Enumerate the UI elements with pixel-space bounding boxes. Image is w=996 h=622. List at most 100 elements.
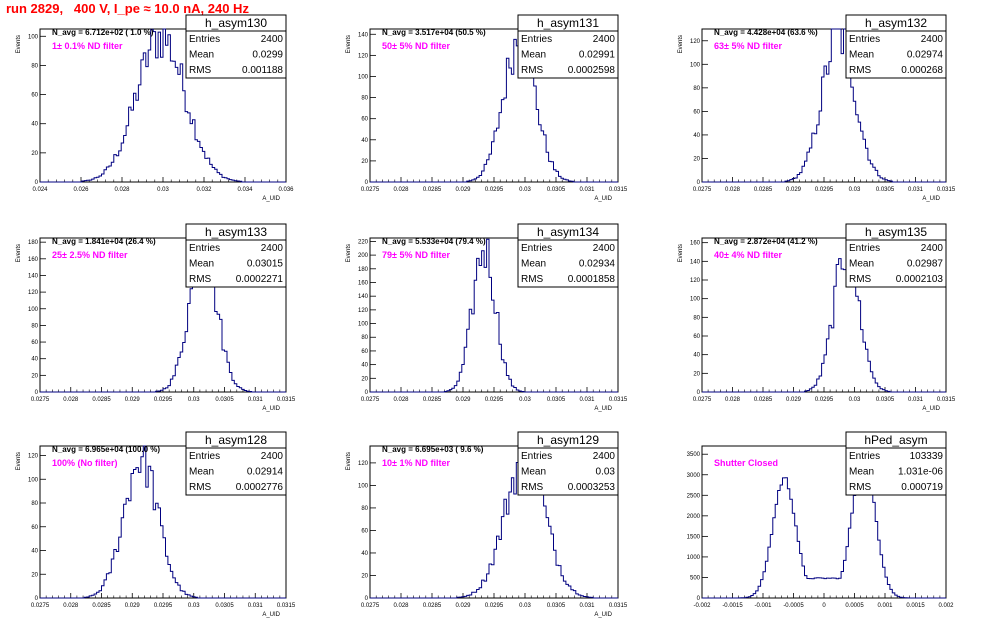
y-tick-label: 40 (31, 549, 38, 555)
y-tick-label: 0 (697, 390, 701, 396)
y-tick-label: 20 (31, 373, 38, 379)
y-tick-label: 60 (693, 109, 700, 115)
stats-key: Entries (521, 34, 552, 45)
histogram-line (40, 261, 286, 393)
stats-value: 2400 (921, 243, 944, 254)
x-tick-label: 0.028 (725, 187, 741, 193)
x-tick-label: 0.0295 (815, 187, 834, 193)
histogram-panel: 0.024 0.026 0.028 0.03 0.032 0.034 0.036 0 20 40 6… (16, 14, 294, 202)
stats-value: 2400 (593, 451, 616, 462)
x-tick-label: -0.0005 (783, 603, 804, 609)
y-tick-label: 80 (361, 506, 368, 512)
x-tick-label: -0.002 (693, 603, 711, 609)
y-tick-label: 160 (28, 257, 39, 263)
stats-key: RMS (189, 274, 212, 285)
x-tick-label: 0.03 (519, 397, 531, 403)
stats-value: 0.0299 (252, 50, 283, 61)
histogram-line (40, 28, 286, 183)
x-tick-label: 0.028 (393, 397, 409, 403)
stats-box (185, 447, 287, 496)
y-tick-label: 60 (361, 117, 368, 123)
x-tick-label: 0.028 (725, 397, 741, 403)
y-axis-label: Events (16, 452, 22, 470)
stats-key: Entries (521, 451, 552, 462)
y-tick-label: 140 (690, 259, 701, 265)
histogram-line (702, 258, 946, 393)
x-tick-label: 0.0305 (547, 397, 566, 403)
y-tick-label: 120 (358, 461, 369, 467)
y-tick-label: 120 (28, 290, 39, 296)
stats-box (845, 30, 947, 79)
stats-value: 0.0002103 (896, 274, 944, 285)
y-tick-label: 60 (693, 334, 700, 340)
x-tick-label: 0.032 (196, 187, 212, 193)
x-tick-label: 0.0285 (92, 603, 111, 609)
y-tick-label: 0 (35, 596, 39, 602)
filter-annotation: 79± 5% ND filter (382, 250, 450, 260)
y-tick-label: 120 (28, 454, 39, 460)
histogram-line (702, 455, 946, 599)
stats-value: 0.02987 (907, 259, 944, 270)
stats-key: Entries (849, 34, 880, 45)
stats-key: Mean (189, 259, 214, 270)
y-axis-label: Events (346, 244, 352, 262)
x-axis-label: A_UID (594, 406, 612, 412)
histogram-name: h_asym130 (205, 16, 267, 30)
y-tick-label: 0 (697, 596, 701, 602)
navg-label: N_avg = 5.533e+04 (79.4 %) (382, 237, 486, 246)
x-axis-label: A_UID (594, 196, 612, 202)
x-tick-label: 0.0295 (485, 397, 504, 403)
histogram-panel: 0.0275 0.028 0.0285 0.029 0.0295 0.03 0.0305 0.… (678, 223, 956, 412)
y-tick-label: 100 (358, 74, 369, 80)
stats-key: Entries (189, 34, 220, 45)
navg-label: N_avg = 6.695e+03 ( 9.6 %) (382, 445, 484, 454)
y-tick-label: 0 (365, 180, 369, 186)
y-tick-label: 140 (28, 273, 39, 279)
y-tick-label: 0 (697, 180, 701, 186)
x-tick-label: 0.0285 (423, 603, 442, 609)
x-tick-label: 0.03 (519, 187, 531, 193)
y-tick-label: 80 (361, 335, 368, 341)
stats-key: Mean (849, 50, 874, 61)
histogram-panel: 0.0275 0.028 0.0285 0.029 0.0295 0.03 0.0305 0.… (346, 223, 628, 412)
histogram-name: h_asym131 (537, 16, 599, 30)
x-tick-label: 0.03 (519, 603, 531, 609)
y-tick-label: 0 (365, 596, 369, 602)
x-tick-label: 0.029 (786, 187, 802, 193)
y-tick-label: 20 (693, 371, 700, 377)
filter-annotation: 25± 2.5% ND filter (52, 250, 128, 260)
x-tick-label: 0 (822, 603, 826, 609)
stats-key: RMS (849, 65, 872, 76)
x-tick-label: 0.0295 (154, 603, 173, 609)
y-tick-label: 500 (690, 575, 701, 581)
stats-key: RMS (189, 482, 212, 493)
x-tick-label: 0.0275 (31, 397, 50, 403)
x-axis-label: A_UID (594, 612, 612, 618)
navg-label: N_avg = 3.517e+04 (50.5 %) (382, 28, 486, 37)
histogram-name: h_asym132 (865, 16, 927, 30)
y-tick-label: 140 (358, 294, 369, 300)
x-tick-label: 0.0295 (154, 397, 173, 403)
histogram-line (370, 38, 618, 183)
stats-key: Mean (521, 259, 546, 270)
stats-box (185, 239, 287, 288)
stats-value: 0.0002598 (568, 65, 616, 76)
x-axis-label: A_UID (922, 196, 940, 202)
histogram-panel: -0.002 -0.0015 -0.001 -0.0005 0 0.0005 0.001 0.… (687, 431, 954, 609)
stats-value: 0.001188 (242, 65, 283, 76)
y-tick-label: 60 (31, 525, 38, 531)
stats-value: 0.02934 (579, 259, 616, 270)
x-tick-label: 0.031 (579, 603, 595, 609)
histogram-panel: 0.0275 0.028 0.0285 0.029 0.0295 0.03 0.0305 0.… (16, 223, 296, 412)
stats-value: 0.000719 (901, 482, 943, 493)
stats-value: 0.02914 (247, 467, 284, 478)
x-tick-label: 0.029 (455, 187, 471, 193)
x-tick-label: 0.029 (786, 397, 802, 403)
x-tick-label: 0.002 (938, 603, 954, 609)
y-tick-label: 100 (358, 322, 369, 328)
x-tick-label: 0.028 (114, 187, 130, 193)
y-tick-label: 60 (361, 349, 368, 355)
x-tick-label: 0.034 (237, 187, 253, 193)
stats-value: 0.02974 (907, 50, 944, 61)
stats-key: RMS (849, 274, 872, 285)
